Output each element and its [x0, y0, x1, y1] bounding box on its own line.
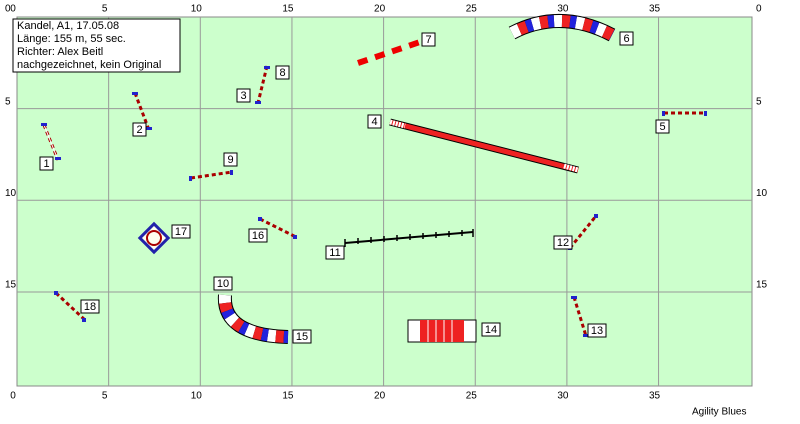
x-tick-label: 0 [10, 4, 16, 15]
label-box [421, 32, 436, 47]
obstacle-label: 8 [279, 67, 285, 79]
obstacle-label: 4 [371, 116, 377, 128]
info-box [12, 18, 181, 73]
jumps [42, 39, 706, 337]
obstacle-label: 5 [659, 121, 665, 133]
label-box [292, 329, 312, 344]
x-tick-label: 10 [191, 4, 203, 15]
footer: Agility Blues [692, 407, 746, 418]
label-box [171, 224, 191, 239]
label-box [223, 152, 238, 167]
obstacle-label: 2 [136, 124, 142, 136]
x-tick-label: 20 [374, 4, 386, 15]
x-tick-label: 10 [191, 391, 203, 402]
obstacle-label: 1 [43, 158, 49, 170]
x-tick-label: 15 [282, 4, 294, 15]
field [16, 16, 753, 387]
y-tick-label: 15 [756, 280, 768, 291]
obstacle-label: 17 [175, 226, 187, 238]
weave-poles [344, 229, 474, 247]
x-tick-label: 35 [649, 4, 661, 15]
obstacle-label: 13 [591, 325, 603, 337]
y-tick-label: 10 [5, 188, 17, 199]
label-box [275, 65, 290, 80]
y-tick-label: 0 [756, 4, 762, 15]
label-box [80, 299, 100, 314]
obstacle-label: 15 [296, 331, 308, 343]
obstacle-label: 18 [84, 301, 96, 313]
x-tick-label: 5 [102, 4, 108, 15]
label-box [132, 122, 147, 137]
label-box [248, 228, 268, 243]
x-tick-label: 5 [102, 391, 108, 402]
label-box [367, 114, 382, 129]
label-box [619, 31, 634, 46]
obstacle-label: 11 [329, 247, 340, 259]
table [137, 221, 171, 255]
y-tick-label: 15 [5, 280, 17, 291]
obstacle-label: 6 [623, 33, 629, 45]
x-tick-label: 20 [374, 391, 386, 402]
label-box [481, 322, 501, 337]
obstacle-label: 10 [217, 278, 229, 290]
obstacle-label: 16 [252, 230, 264, 242]
info-line: Kandel, A1, 17.05.08 [17, 20, 119, 32]
y-tick-label: 5 [756, 96, 762, 107]
x-tick-label: 15 [282, 391, 294, 402]
x-tick-label: 30 [557, 4, 569, 15]
label-box [655, 119, 670, 134]
obstacle-label: 3 [240, 90, 246, 102]
x-tick-label: 25 [466, 391, 478, 402]
label-box [236, 88, 251, 103]
x-tick-label: 30 [557, 391, 569, 402]
x-tick-label: 25 [466, 4, 478, 15]
y-tick-label: 5 [5, 96, 11, 107]
info-line: Richter: Alex Beitl [17, 46, 103, 58]
label-box [325, 245, 345, 260]
info: Kandel, A1, 17.05.08 Länge: 155 m, 55 se… [17, 20, 161, 71]
obstacle-label: 7 [425, 34, 431, 46]
x-tick-label: 35 [649, 391, 661, 402]
obstacle-label: 12 [557, 237, 569, 249]
y-tick-label: 10 [756, 188, 768, 199]
label-box [553, 235, 573, 250]
obstacle-label: 14 [485, 324, 497, 336]
info-line: nachgezeichnet, kein Original [17, 59, 161, 71]
obstacle-label: 9 [227, 154, 233, 166]
x-tick-label: 0 [10, 391, 16, 402]
y-tick-label: 0 [5, 4, 11, 15]
label-box [213, 276, 233, 291]
label-box [39, 156, 54, 171]
info-line: Länge: 155 m, 55 sec. [17, 33, 126, 45]
label-box [587, 323, 607, 338]
